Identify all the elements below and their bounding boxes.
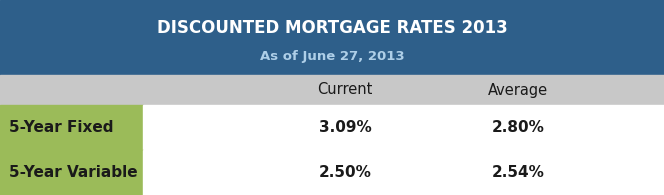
Text: DISCOUNTED MORTGAGE RATES 2013: DISCOUNTED MORTGAGE RATES 2013 — [157, 19, 507, 37]
Bar — [0, 75, 664, 105]
Text: As of June 27, 2013: As of June 27, 2013 — [260, 50, 404, 63]
Text: 2.50%: 2.50% — [319, 165, 372, 180]
Text: 5-Year Variable: 5-Year Variable — [9, 165, 137, 180]
Text: 2.80%: 2.80% — [491, 120, 544, 135]
Bar — [0, 105, 143, 150]
Bar — [143, 150, 664, 195]
Text: 3.09%: 3.09% — [319, 120, 372, 135]
Text: 5-Year Fixed: 5-Year Fixed — [9, 120, 113, 135]
Bar — [143, 105, 664, 150]
Text: 2.54%: 2.54% — [491, 165, 544, 180]
Bar — [0, 0, 664, 75]
Text: Current: Current — [317, 82, 373, 98]
Text: Average: Average — [488, 82, 548, 98]
Bar — [0, 150, 143, 195]
